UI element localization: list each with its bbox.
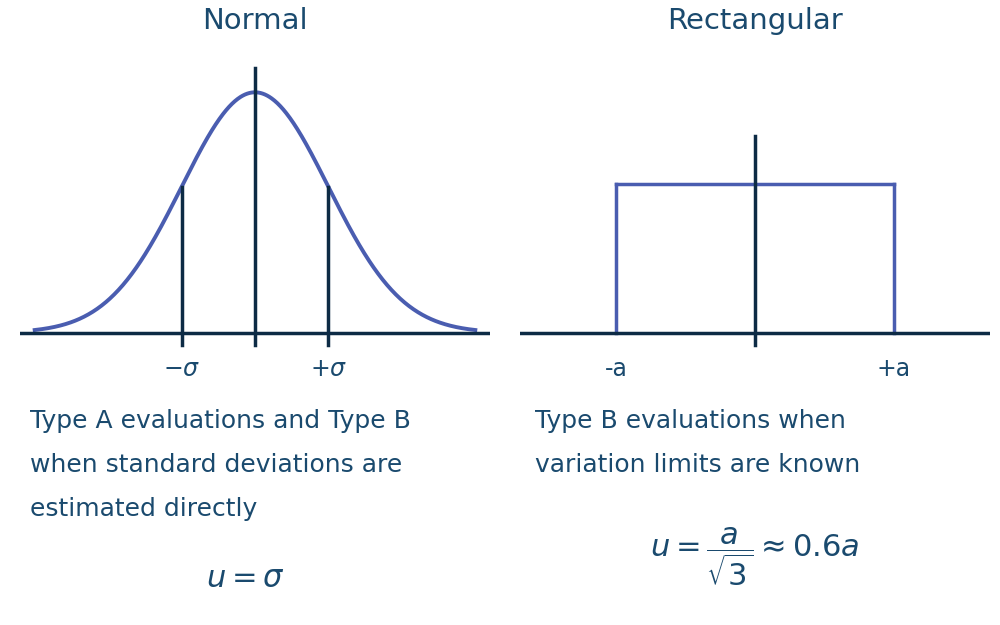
Text: when standard deviations are: when standard deviations are (30, 453, 402, 477)
Text: +a: +a (877, 357, 911, 381)
Text: $u = \dfrac{a}{\sqrt{3}} \approx 0.6a$: $u = \dfrac{a}{\sqrt{3}} \approx 0.6a$ (650, 525, 860, 588)
Text: $u = \sigma$: $u = \sigma$ (206, 564, 284, 592)
Text: estimated directly: estimated directly (30, 497, 257, 521)
Text: Type B evaluations when: Type B evaluations when (535, 409, 846, 433)
Text: $-\sigma$: $-\sigma$ (163, 357, 200, 381)
Text: variation limits are known: variation limits are known (535, 453, 860, 477)
Text: Type A evaluations and Type B: Type A evaluations and Type B (30, 409, 411, 433)
Text: Normal: Normal (202, 7, 308, 34)
Text: Rectangular: Rectangular (667, 7, 843, 34)
Text: $+\sigma$: $+\sigma$ (310, 357, 347, 381)
Text: -a: -a (605, 357, 628, 381)
